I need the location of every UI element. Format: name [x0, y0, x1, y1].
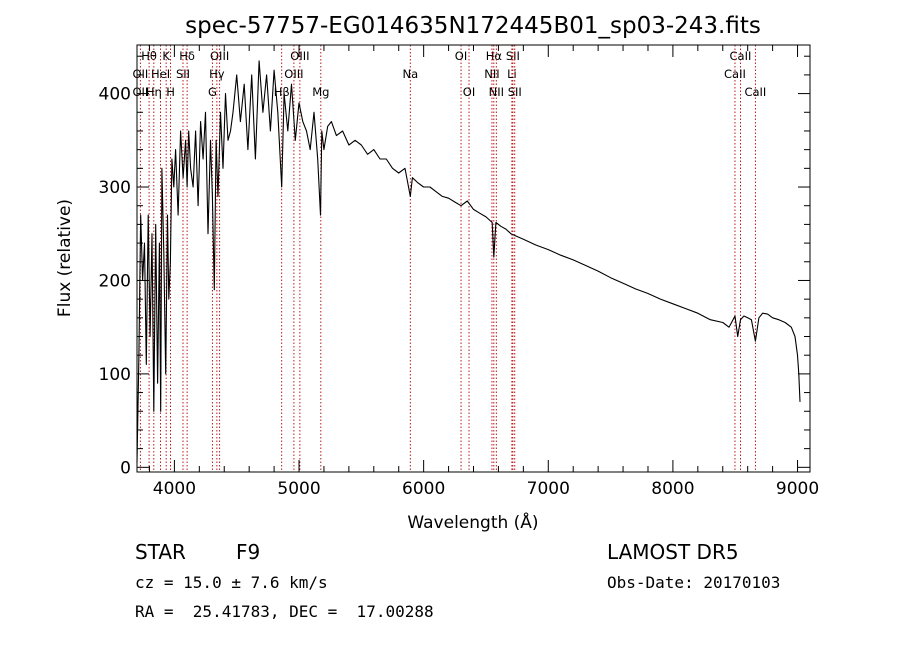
spectral-line-label: H — [166, 85, 175, 99]
spectral-line-label: OIII — [290, 49, 309, 63]
spectral-line-label: OI — [455, 49, 467, 63]
y-tick-label: 300 — [99, 178, 131, 198]
coordinates-text: RA = 25.41783, DEC = 17.00288 — [135, 602, 434, 621]
spectral-line-label: HeI — [151, 67, 170, 81]
spectral-line-label: OIII — [210, 49, 229, 63]
spectral-line-label: NII — [484, 67, 499, 81]
spectral-line-label: SII — [508, 85, 522, 99]
x-tick-label: 7000 — [527, 479, 570, 499]
object-subclass: F9 — [236, 540, 261, 564]
spectral-line-label: Hγ — [209, 67, 225, 81]
spectral-line-label: Hη — [146, 85, 162, 99]
spectral-line-label: SII — [506, 49, 520, 63]
spectral-line-label: CaII — [744, 85, 766, 99]
axis-ticks: 4000 5000 6000 7000 8000 9000 0 100 200 300 400 — [99, 45, 819, 499]
x-tick-label: 8000 — [651, 479, 694, 499]
obs-date: Obs-Date: 20170103 — [607, 573, 781, 592]
spectral-line-label: Na — [402, 67, 418, 81]
spectral-line-label: Hθ — [141, 49, 157, 63]
x-tick-label: 6000 — [402, 479, 445, 499]
x-tick-label: 4000 — [153, 479, 196, 499]
spectrum-series — [136, 60, 801, 463]
y-tick-label: 200 — [99, 271, 131, 291]
spectral-line-label: CaII — [730, 49, 752, 63]
spectral-line-label: Hα — [486, 49, 503, 63]
plot-frame — [136, 44, 811, 473]
spectral-line-label: G — [208, 85, 217, 99]
x-axis-label: Wavelength (Å) — [407, 511, 538, 533]
redshift-text: cz = 15.0 ± 7.6 km/s — [135, 573, 328, 592]
spectral-line-label: OII — [132, 85, 148, 99]
object-class: STAR — [135, 540, 186, 564]
spectral-line-label: NII — [489, 85, 504, 99]
spectral-line-label: CaII — [724, 67, 746, 81]
y-axis-label: Flux (relative) — [55, 199, 75, 317]
y-tick-label: 100 — [99, 365, 131, 385]
spectral-line-label: Li — [507, 67, 517, 81]
chart-title: spec-57757-EG014635N172445B01_sp03-243.f… — [185, 13, 761, 39]
spectrum-line — [136, 60, 801, 463]
survey-name: LAMOST DR5 — [607, 540, 739, 564]
spectral-line-label: K — [162, 49, 170, 63]
spectral-line-label: OI — [463, 85, 475, 99]
y-tick-label: 400 — [99, 85, 131, 105]
spectral-line-label: Hδ — [179, 49, 195, 63]
spectral-line-label: OIII — [284, 67, 303, 81]
spectral-line-label: SII — [176, 67, 190, 81]
y-tick-label: 0 — [120, 458, 131, 478]
spectral-line-label: OII — [132, 67, 148, 81]
x-tick-label: 9000 — [776, 479, 819, 499]
spectral-line-label: Mg — [312, 85, 329, 99]
x-tick-label: 5000 — [277, 479, 320, 499]
spectral-line-label: Hβ — [274, 85, 290, 99]
